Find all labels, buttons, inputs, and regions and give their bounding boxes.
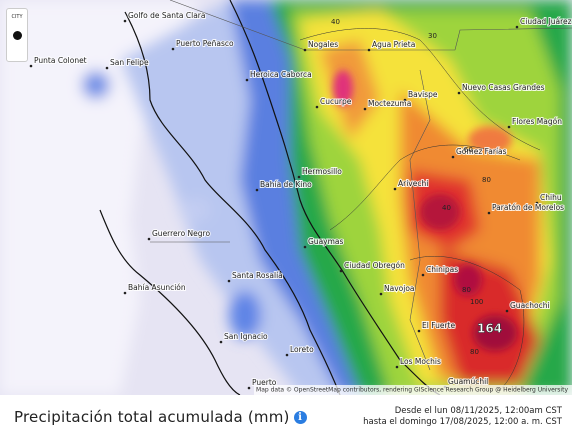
city-label: San Ignacio bbox=[224, 332, 268, 341]
city-label: Bahía Asunción bbox=[128, 283, 186, 292]
city-label: Nogales bbox=[308, 40, 338, 49]
city-label: Nuevo Casas Grandes bbox=[462, 83, 545, 92]
city-label: Guachochi bbox=[510, 301, 550, 310]
contour-label: 80 bbox=[482, 176, 491, 184]
city-label: Cucurpe bbox=[320, 97, 352, 106]
city-label: Chihu bbox=[540, 193, 562, 202]
city-label: Guerrero Negro bbox=[152, 229, 210, 238]
city-dot bbox=[507, 125, 511, 129]
attribution: Map data © OpenStreetMap contributors, r… bbox=[256, 387, 568, 394]
control-label: CITY bbox=[11, 14, 23, 20]
contour-label: 30 bbox=[428, 32, 437, 40]
city-dot bbox=[29, 64, 33, 68]
city-dot bbox=[535, 201, 539, 205]
city-label: Arivechi bbox=[398, 179, 428, 188]
city-dot bbox=[421, 273, 425, 277]
city-dot bbox=[395, 365, 399, 369]
city-dot bbox=[147, 237, 151, 241]
city-label: Hermosillo bbox=[302, 167, 342, 176]
city-label: Ciudad Juárez bbox=[520, 17, 572, 26]
city-dot bbox=[403, 98, 407, 102]
city-dot bbox=[417, 329, 421, 333]
city-dot bbox=[505, 309, 509, 313]
city-dot bbox=[297, 175, 301, 179]
city-label: Flores Magón bbox=[512, 117, 562, 126]
city-dot bbox=[339, 269, 343, 273]
city-label: Guaymas bbox=[308, 237, 344, 246]
city-dot bbox=[171, 47, 175, 51]
legend-bar: Precipitación total acumulada (mm) i Desd… bbox=[0, 395, 572, 430]
city-dot bbox=[123, 19, 127, 23]
city-dot bbox=[247, 386, 251, 390]
city-dot bbox=[457, 91, 461, 95]
city-label: San Felipe bbox=[110, 58, 149, 67]
city-dot bbox=[451, 155, 455, 159]
contour-label: 60 bbox=[464, 146, 473, 154]
city-label: Puerto bbox=[252, 378, 277, 387]
city-dot bbox=[227, 279, 231, 283]
attribution-bg bbox=[254, 385, 572, 395]
city-label: Golfo de Santa Clara bbox=[128, 11, 205, 20]
city-label: Heroica Caborca bbox=[250, 70, 312, 79]
contour-label: 40 bbox=[331, 18, 340, 26]
city-dot bbox=[379, 292, 383, 296]
city-dot bbox=[487, 211, 491, 215]
city-label: Bahía de Kino bbox=[260, 180, 312, 189]
city-dot bbox=[393, 187, 397, 191]
city-label: Bavispe bbox=[408, 90, 438, 99]
city-dot bbox=[123, 291, 127, 295]
city-dot bbox=[285, 353, 289, 357]
borders bbox=[150, 0, 572, 371]
contour-label: 80 bbox=[462, 286, 471, 294]
city-label: Guamúchil bbox=[448, 377, 488, 386]
legend-title-row: Precipitación total acumulada (mm) i bbox=[14, 408, 307, 426]
city-label: Navojoa bbox=[384, 284, 415, 293]
map-control[interactable]: CITY bbox=[6, 8, 28, 62]
city-label: El Fuerte bbox=[422, 321, 456, 330]
city-label: Moctezuma bbox=[368, 99, 411, 108]
dates: Desde el lun 08/11/2025, 12:00am CST has… bbox=[363, 406, 562, 428]
contour-label: 40 bbox=[442, 204, 451, 212]
city-label: Agua Prieta bbox=[372, 40, 415, 49]
contour-label: 100 bbox=[470, 298, 483, 306]
city-dot bbox=[303, 48, 307, 52]
city-label: Paratón de Morelos bbox=[492, 203, 564, 212]
legend-title: Precipitación total acumulada (mm) bbox=[14, 408, 290, 426]
max-label: 164 bbox=[477, 322, 502, 336]
city-dot bbox=[515, 25, 519, 29]
city-dot bbox=[363, 107, 367, 111]
city-label: Punta Colonet bbox=[34, 56, 87, 65]
city-dot bbox=[367, 48, 371, 52]
contour-label: 80 bbox=[470, 348, 479, 356]
control-dot[interactable] bbox=[12, 31, 22, 40]
city-label: Gómez Farías bbox=[456, 147, 507, 156]
city-dot bbox=[255, 188, 259, 192]
city-label: Chinipas bbox=[426, 265, 458, 274]
city-label: Loreto bbox=[290, 345, 314, 354]
contours bbox=[299, 28, 541, 391]
city-label: Los Mochis bbox=[400, 357, 441, 366]
coastline bbox=[99, 0, 441, 395]
city-dot bbox=[219, 340, 223, 344]
date-to: hasta el domingo 17/08/2025, 12:00 a. m.… bbox=[363, 417, 562, 427]
city-dot bbox=[245, 78, 249, 82]
city-dot bbox=[315, 105, 319, 109]
info-button[interactable]: i bbox=[293, 411, 307, 424]
city-label: Puerto Peñasco bbox=[176, 39, 234, 48]
city-dot bbox=[303, 245, 307, 249]
city-dot bbox=[105, 66, 109, 70]
labels: Golfo de Santa Clara Puerto Peñasco Punta … bbox=[29, 10, 572, 390]
map: Golfo de Santa Clara Puerto Peñasco Punta … bbox=[0, 0, 572, 395]
city-label: Santa Rosalía bbox=[232, 271, 283, 280]
precipitation-peaks bbox=[333, 70, 517, 351]
date-from: Desde el lun 08/11/2025, 12:00am CST bbox=[394, 406, 562, 416]
city-label: Ciudad Obregón bbox=[344, 261, 405, 270]
precipitation-field bbox=[0, 0, 572, 395]
